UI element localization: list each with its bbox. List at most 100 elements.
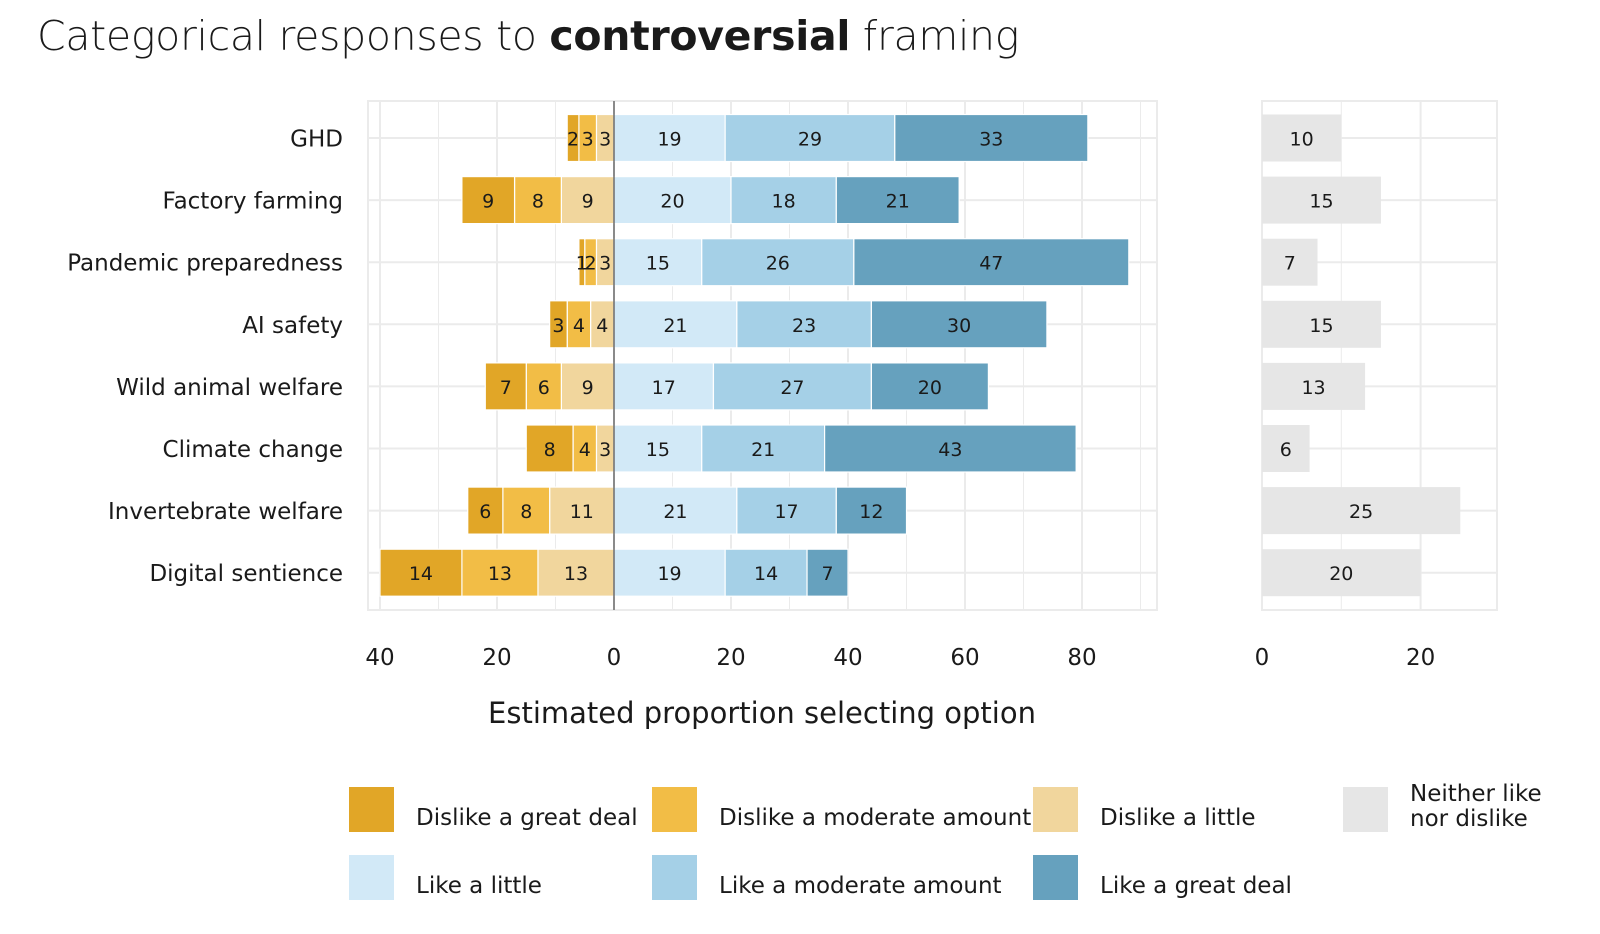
neither-value-label: 10 bbox=[1290, 129, 1314, 151]
neither-value-label: 6 bbox=[1280, 439, 1292, 461]
legend-swatch bbox=[1343, 787, 1388, 832]
bar-value-label: 21 bbox=[663, 501, 687, 523]
bar-segment bbox=[566, 113, 580, 163]
legend-item: Dislike a great deal bbox=[349, 787, 638, 832]
bar-value-label: 9 bbox=[482, 191, 494, 213]
bar-segment bbox=[853, 238, 1130, 287]
bar-value-label: 8 bbox=[544, 439, 556, 461]
legend-swatch bbox=[1033, 855, 1078, 900]
x-tick-label-side: 0 bbox=[1255, 645, 1270, 671]
bar-segment bbox=[835, 486, 908, 535]
legend-item: Like a little bbox=[349, 855, 542, 900]
x-axis-title: Estimated proportion selecting option bbox=[488, 696, 1036, 730]
bar-segment bbox=[578, 238, 586, 287]
bar-value-label: 17 bbox=[652, 377, 676, 399]
bar-segment bbox=[613, 362, 715, 411]
x-tick-label-side: 20 bbox=[1406, 645, 1435, 671]
category-label: Digital sentience bbox=[149, 561, 343, 587]
bar-segment bbox=[613, 548, 726, 597]
bar-value-label: 20 bbox=[660, 191, 684, 213]
bar-value-label: 47 bbox=[979, 253, 1003, 275]
bar-value-label: 3 bbox=[582, 129, 594, 151]
bar-value-label: 3 bbox=[552, 315, 564, 337]
legend-label: Like a great deal bbox=[1100, 873, 1292, 899]
neither-bar bbox=[1262, 362, 1366, 410]
bar-value-label: 15 bbox=[646, 253, 670, 275]
bar-value-label: 6 bbox=[479, 501, 491, 523]
bar-value-label: 13 bbox=[564, 563, 588, 585]
legend-swatch bbox=[1033, 787, 1078, 832]
neither-bar bbox=[1262, 300, 1381, 348]
bar-value-label: 2 bbox=[567, 129, 579, 151]
bar-value-label: 23 bbox=[792, 315, 816, 337]
x-tick-label: 20 bbox=[716, 645, 745, 671]
bar-value-label: 21 bbox=[751, 439, 775, 461]
x-tick-label: 20 bbox=[482, 645, 511, 671]
bar-segment bbox=[806, 548, 849, 597]
bar-value-label: 1 bbox=[576, 253, 588, 275]
bar-value-label: 29 bbox=[798, 129, 822, 151]
legend-label: Neither like bbox=[1410, 781, 1542, 807]
bar-value-label: 18 bbox=[772, 191, 796, 213]
legend-label: nor dislike bbox=[1410, 806, 1528, 832]
neither-value-label: 15 bbox=[1309, 191, 1333, 213]
bar-value-label: 3 bbox=[599, 439, 611, 461]
bar-segment bbox=[835, 176, 960, 225]
legend-label: Dislike a great deal bbox=[416, 805, 638, 831]
category-label: Invertebrate welfare bbox=[108, 499, 343, 525]
x-tick-label: 80 bbox=[1067, 645, 1096, 671]
category-labels: GHD Factory farming Pandemic preparedness A… bbox=[67, 127, 343, 588]
bar-segment bbox=[870, 300, 1048, 349]
neither-bar bbox=[1262, 238, 1318, 286]
bar-value-label: 21 bbox=[663, 315, 687, 337]
legend-item: Like a moderate amount bbox=[652, 855, 1002, 900]
bar-segment bbox=[461, 548, 539, 597]
legend-swatch bbox=[652, 855, 697, 900]
neither-value-label: 13 bbox=[1301, 377, 1325, 399]
legend-swatch bbox=[349, 787, 394, 832]
title-prefix: Categorical responses to bbox=[37, 12, 550, 60]
bar-segment bbox=[467, 486, 504, 535]
bar-value-label: 27 bbox=[780, 377, 804, 399]
bar-value-label: 6 bbox=[538, 377, 550, 399]
bar-value-label: 26 bbox=[766, 253, 790, 275]
bar-segment bbox=[701, 238, 855, 287]
bar-segment bbox=[736, 486, 837, 535]
x-tick-label: 0 bbox=[607, 645, 622, 671]
category-label: GHD bbox=[290, 127, 343, 153]
bar-value-label: 14 bbox=[754, 563, 778, 585]
bar-value-label: 19 bbox=[657, 563, 681, 585]
bar-value-label: 15 bbox=[646, 439, 670, 461]
bar-segment bbox=[461, 176, 516, 225]
bar-value-label: 7 bbox=[500, 377, 512, 399]
bar-segment bbox=[736, 300, 872, 349]
category-label: Factory farming bbox=[162, 189, 343, 215]
bar-value-label: 14 bbox=[409, 563, 433, 585]
bar-segment bbox=[730, 176, 837, 225]
bar-segment bbox=[560, 176, 615, 225]
axis-ticks: 40 20 0 20 40 60 80 0 20 bbox=[365, 645, 1435, 671]
category-label: Pandemic preparedness bbox=[67, 251, 343, 277]
bar-segment bbox=[525, 424, 574, 473]
neither-value-label: 25 bbox=[1349, 501, 1373, 523]
title-bold: controversial bbox=[549, 12, 851, 60]
bar-segment bbox=[379, 548, 463, 597]
bar-value-label: 30 bbox=[947, 315, 971, 337]
category-label: Wild animal welfare bbox=[116, 375, 343, 401]
bar-segment bbox=[894, 113, 1089, 163]
legend-label: Like a moderate amount bbox=[719, 873, 1002, 899]
bar-segment bbox=[613, 176, 732, 225]
x-tick-label: 40 bbox=[833, 645, 862, 671]
bar-value-label: 17 bbox=[774, 501, 798, 523]
legend-swatch bbox=[652, 787, 697, 832]
bar-value-label: 2 bbox=[585, 253, 597, 275]
bar-value-label: 20 bbox=[918, 377, 942, 399]
bar-segment bbox=[484, 362, 527, 411]
neither-bar bbox=[1262, 425, 1310, 472]
bar-value-label: 4 bbox=[596, 315, 608, 337]
bar-value-label: 8 bbox=[532, 191, 544, 213]
bar-value-label: 7 bbox=[821, 563, 833, 585]
bar-value-label: 3 bbox=[599, 129, 611, 151]
